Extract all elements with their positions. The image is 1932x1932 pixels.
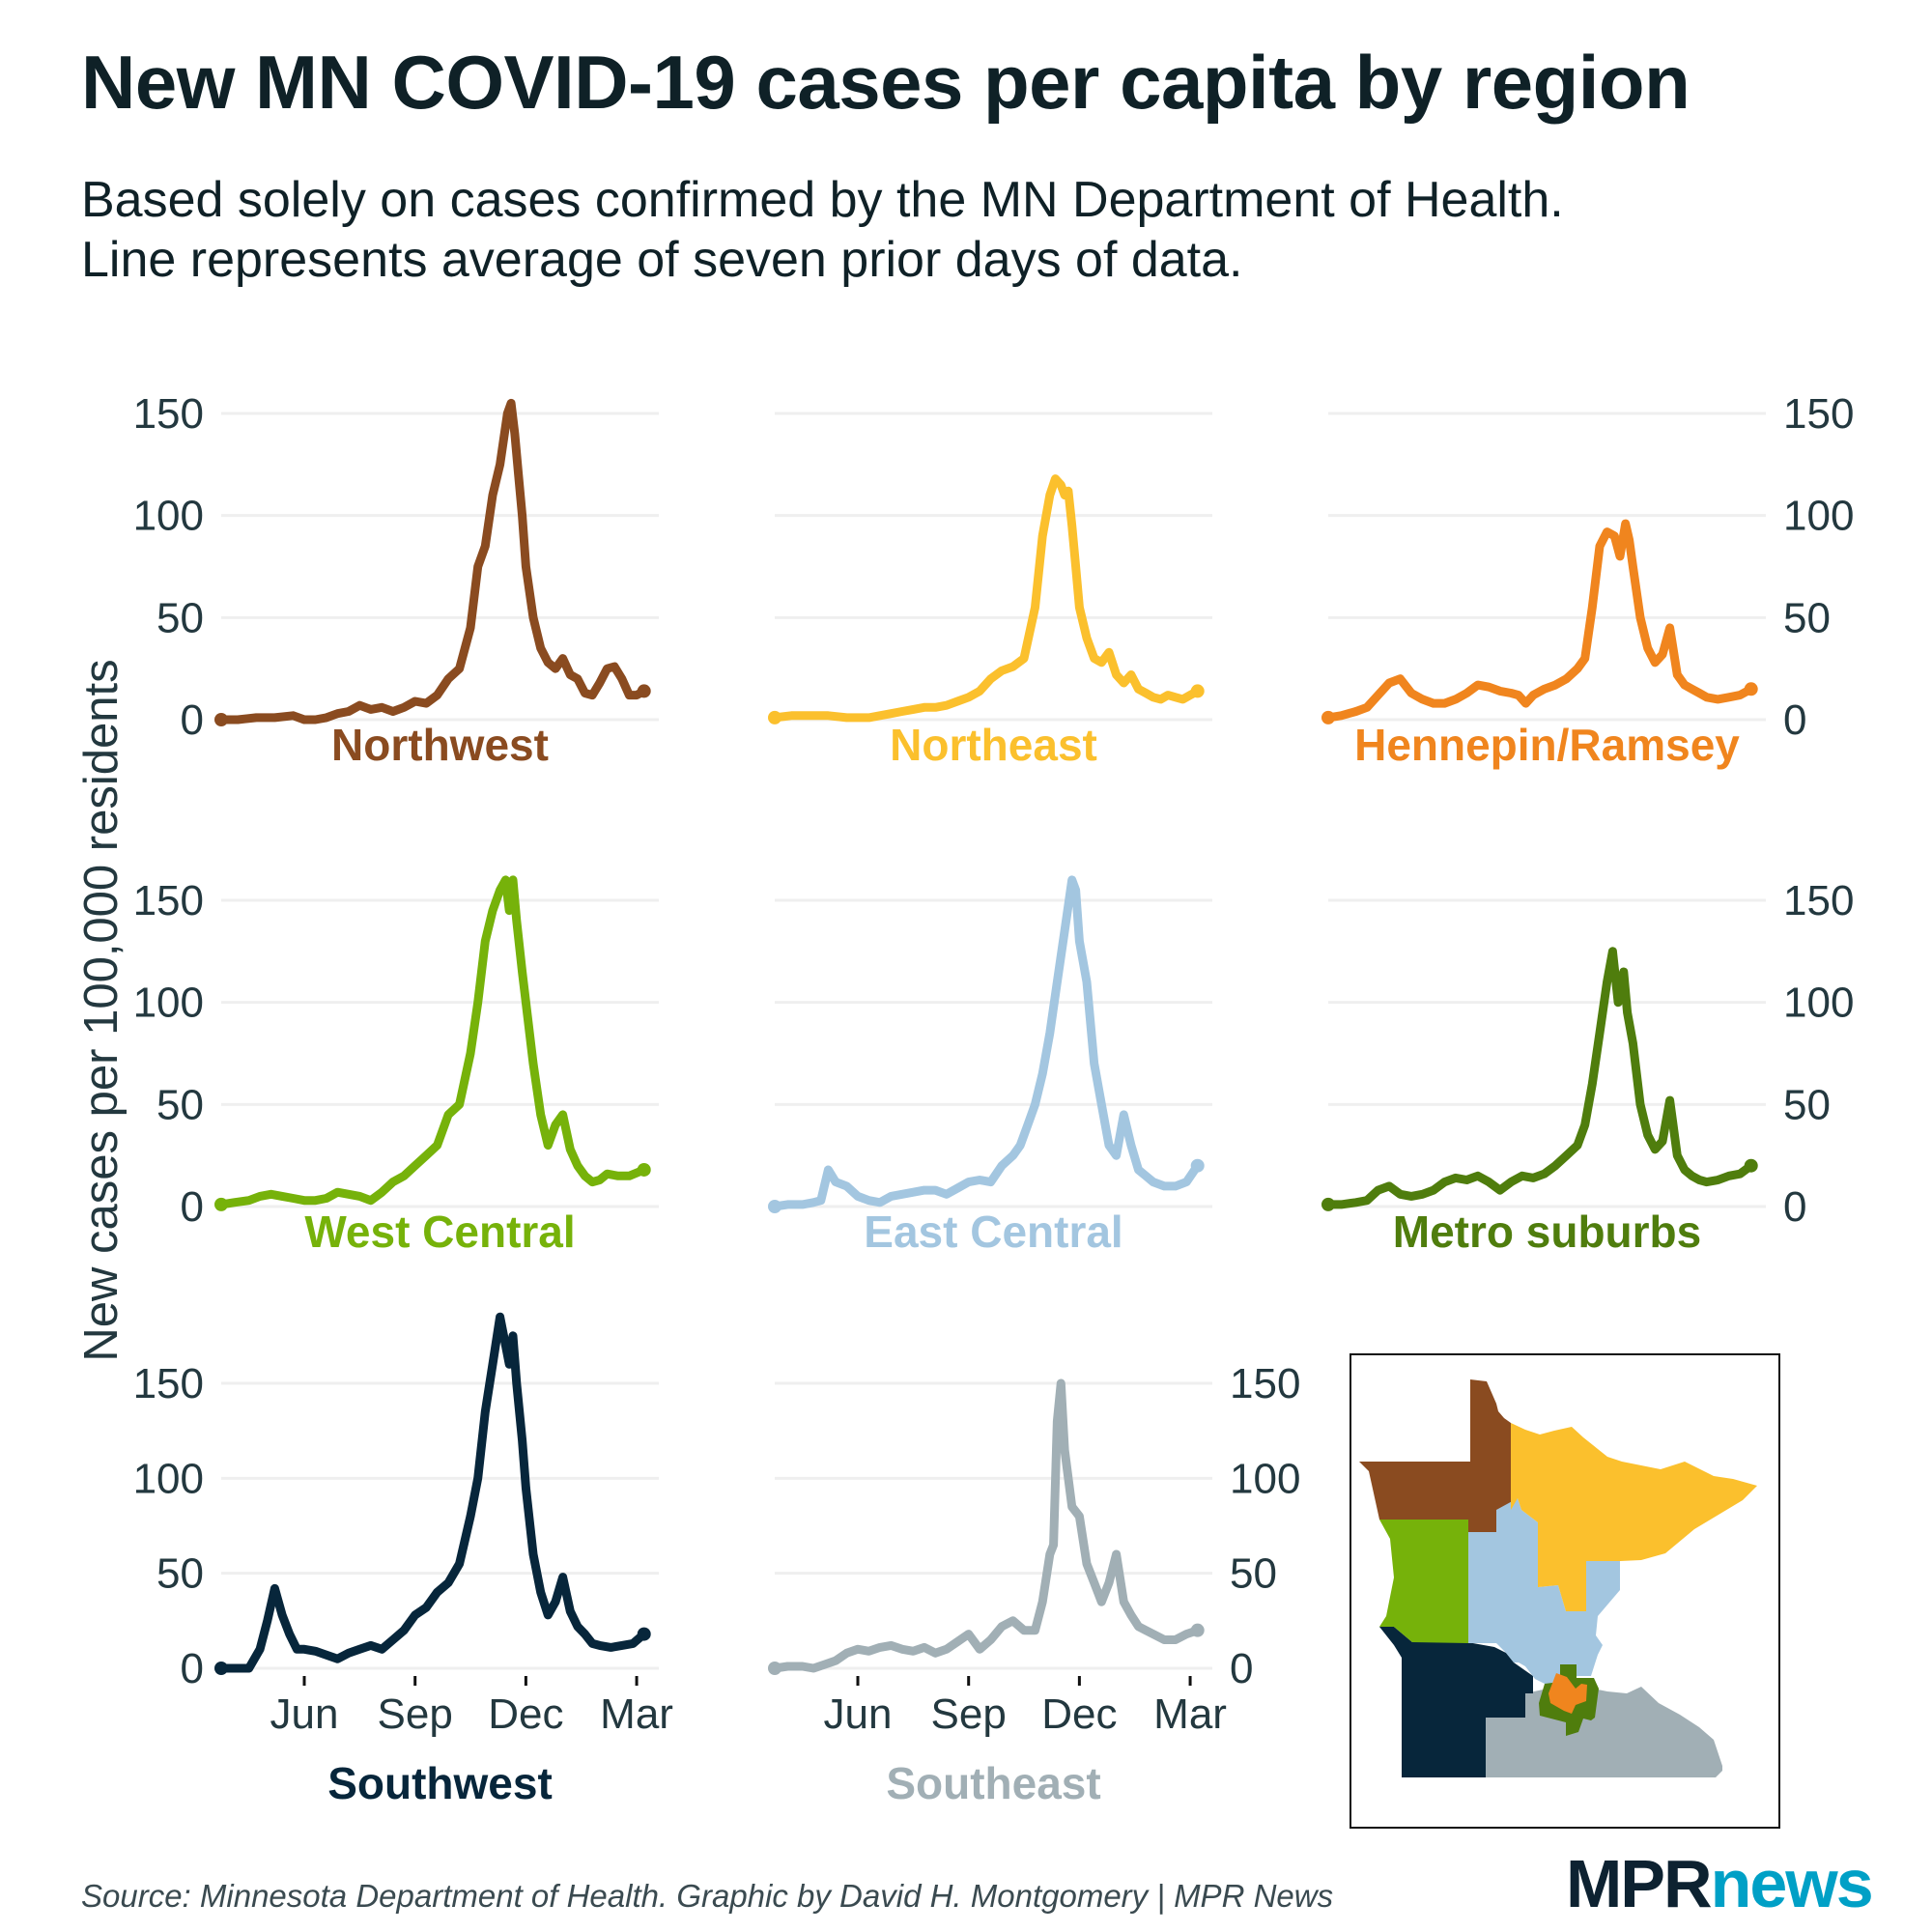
map-region-east-central bbox=[1468, 1498, 1620, 1693]
panel-label: East Central bbox=[864, 1207, 1122, 1257]
series-line bbox=[216, 875, 649, 1209]
series-start-point bbox=[768, 1662, 781, 1675]
series-end-point bbox=[1744, 1158, 1758, 1173]
map-region-northwest bbox=[1359, 1379, 1511, 1532]
series-end-point bbox=[637, 684, 651, 698]
panel-northeast: Northeast bbox=[768, 412, 1212, 770]
series-start-point bbox=[1321, 710, 1335, 724]
map-region-hennepin-ramsey bbox=[1548, 1673, 1587, 1714]
minnesota-region-map-icon bbox=[1359, 1379, 1757, 1777]
y-tick-label: 50 bbox=[156, 594, 204, 641]
panel-hennepin-ramsey: 0 50 100 150 Hennepin/Ramsey bbox=[1321, 390, 1854, 770]
mpr-news-logo: MPRnews bbox=[1566, 1846, 1874, 1921]
y-tick-label: 0 bbox=[1783, 1183, 1806, 1231]
panel-northwest: 0 50 100 150 Northwest bbox=[133, 390, 659, 770]
series-start-point bbox=[768, 1200, 781, 1213]
y-tick-label: 150 bbox=[133, 1360, 204, 1407]
y-tick-label: 100 bbox=[1230, 1455, 1300, 1502]
y-tick-label: 50 bbox=[156, 1550, 204, 1598]
series-end-point bbox=[1190, 1623, 1205, 1637]
series-start-point bbox=[214, 1662, 228, 1675]
y-tick-label: 100 bbox=[1783, 980, 1854, 1027]
y-tick-label: 50 bbox=[1783, 1081, 1831, 1128]
y-tick-label: 100 bbox=[133, 1455, 204, 1502]
panel-southwest: 0 50 100 150 Jun Sep Dec Mar Southwest bbox=[133, 1312, 673, 1808]
x-tick-label: Sep bbox=[378, 1690, 453, 1738]
series-line bbox=[770, 1378, 1203, 1673]
y-tick-label: 0 bbox=[181, 1645, 204, 1692]
map-region-northeast bbox=[1511, 1423, 1757, 1611]
y-tick-label: 150 bbox=[1783, 390, 1854, 438]
panel-label: Northwest bbox=[331, 720, 549, 770]
series-end-point bbox=[637, 1627, 651, 1641]
panel-label: Southeast bbox=[886, 1758, 1100, 1808]
y-tick-label: 100 bbox=[1783, 493, 1854, 540]
logo-mpr-text: MPR bbox=[1566, 1846, 1713, 1921]
y-tick-label: 0 bbox=[1783, 696, 1806, 744]
series-end-point bbox=[637, 1162, 651, 1177]
panel-east-central: East Central bbox=[768, 875, 1212, 1257]
panel-west-central: 0 50 100 150 West Central bbox=[133, 875, 659, 1257]
y-tick-label: 100 bbox=[133, 493, 204, 540]
panel-label: Metro suburbs bbox=[1393, 1207, 1701, 1257]
x-tick-label: Mar bbox=[600, 1690, 673, 1738]
y-tick-label: 50 bbox=[1783, 594, 1831, 641]
x-tick-label: Dec bbox=[1041, 1690, 1117, 1738]
x-tick-label: Dec bbox=[488, 1690, 563, 1738]
series-start-point bbox=[214, 713, 228, 726]
y-tick-label: 0 bbox=[181, 696, 204, 744]
panel-southeast: 0 50 100 150 Jun Sep Dec Mar Southeast bbox=[768, 1360, 1300, 1808]
y-tick-label: 150 bbox=[133, 390, 204, 438]
series-line bbox=[770, 875, 1203, 1211]
map-region-southeast bbox=[1474, 1682, 1722, 1777]
panel-label: Northeast bbox=[890, 720, 1097, 770]
x-tick-label: Sep bbox=[931, 1690, 1007, 1738]
series-line bbox=[1323, 519, 1756, 723]
series-end-point bbox=[1744, 682, 1758, 696]
panel-metro-suburbs: 0 50 100 150 Metro suburbs bbox=[1321, 877, 1854, 1257]
panel-label: West Central bbox=[304, 1207, 575, 1257]
chart-title: New MN COVID-19 cases per capita by regi… bbox=[81, 40, 1690, 125]
x-tick-label: Jun bbox=[270, 1690, 339, 1738]
y-tick-label: 50 bbox=[1230, 1550, 1277, 1598]
source-credit: Source: Minnesota Department of Health. … bbox=[81, 1878, 1334, 1914]
panel-label: Southwest bbox=[327, 1758, 553, 1808]
y-tick-label: 150 bbox=[133, 877, 204, 924]
y-tick-label: 100 bbox=[133, 980, 204, 1027]
y-tick-label: 150 bbox=[1230, 1360, 1300, 1407]
series-end-point bbox=[1190, 1158, 1205, 1173]
panel-label: Hennepin/Ramsey bbox=[1354, 720, 1740, 770]
y-tick-label: 50 bbox=[156, 1081, 204, 1128]
y-tick-label: 0 bbox=[181, 1183, 204, 1231]
map-region-southwest bbox=[1379, 1627, 1533, 1777]
series-line bbox=[216, 1312, 649, 1673]
y-tick-label: 150 bbox=[1783, 877, 1854, 924]
x-tick-label: Jun bbox=[824, 1690, 893, 1738]
map-region-west-central bbox=[1379, 1520, 1468, 1643]
series-start-point bbox=[1321, 1197, 1335, 1211]
series-line bbox=[1323, 947, 1756, 1209]
series-start-point bbox=[768, 710, 781, 724]
y-tick-label: 0 bbox=[1230, 1645, 1253, 1692]
chart-subtitle: Based solely on cases confirmed by the M… bbox=[81, 172, 1564, 288]
series-line bbox=[216, 398, 649, 724]
logo-news-text: news bbox=[1710, 1846, 1874, 1921]
region-map bbox=[1350, 1353, 1780, 1829]
x-tick-label: Mar bbox=[1153, 1690, 1227, 1738]
series-start-point bbox=[214, 1197, 228, 1211]
series-end-point bbox=[1190, 684, 1205, 698]
series-line bbox=[770, 474, 1203, 723]
